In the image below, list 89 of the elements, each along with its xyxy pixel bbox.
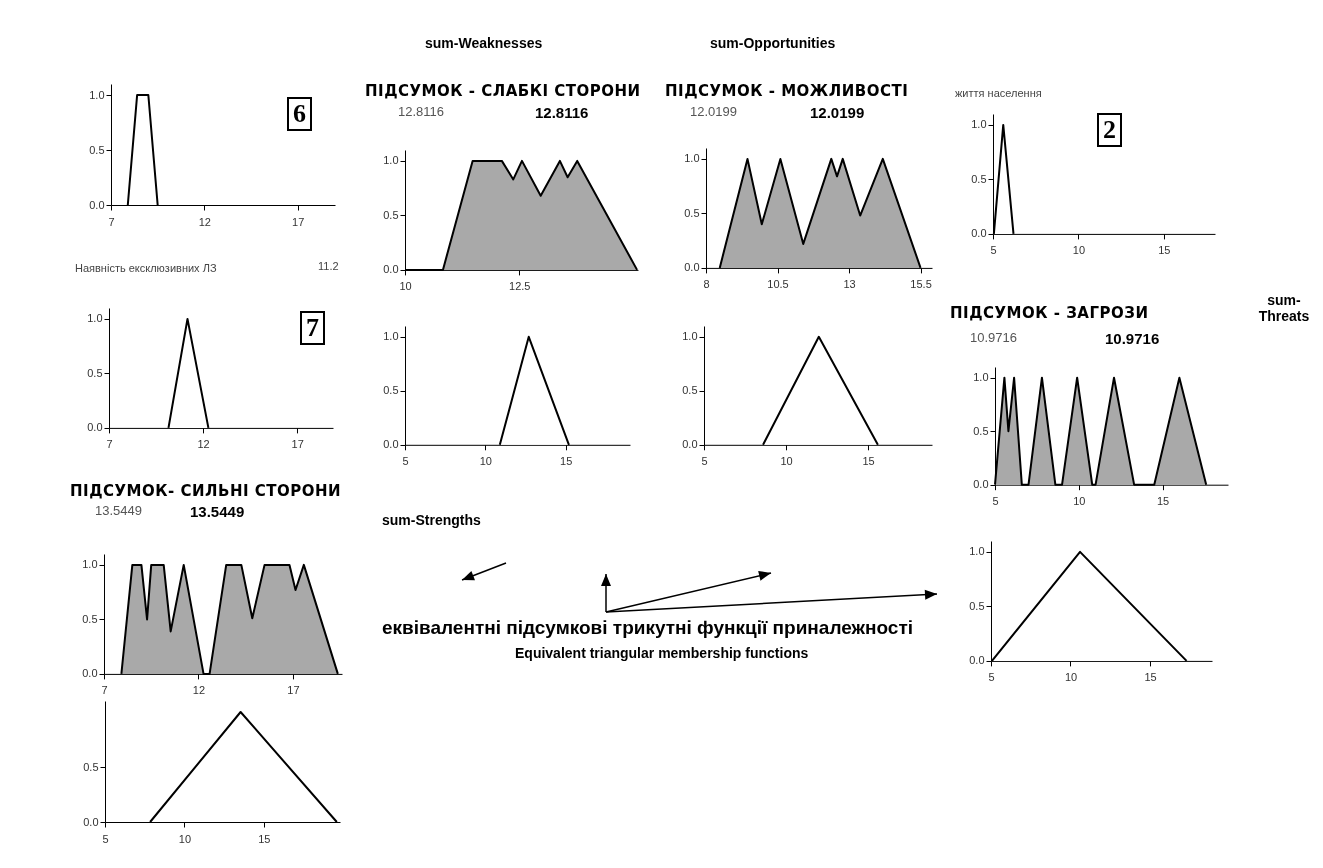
y-tick-label: 1.0 <box>383 154 399 167</box>
annotation: 6 <box>287 97 312 131</box>
y-tick-label: 0.0 <box>83 815 99 828</box>
x-tick-label: 10 <box>178 832 192 845</box>
x-tick-label: 10 <box>780 455 793 468</box>
y-tick-label: 0.5 <box>83 760 99 773</box>
text: sum-Weaknesses <box>425 35 543 51</box>
text: 11.2 <box>318 260 339 272</box>
y-tick-label: 0.0 <box>969 654 985 667</box>
x-tick-label: 17 <box>291 438 304 451</box>
y-tick-label: 1.0 <box>383 330 399 343</box>
x-tick-label: 12.5 <box>509 280 531 293</box>
x-tick-label: 12 <box>198 215 211 228</box>
x-tick-label: 12 <box>197 438 210 451</box>
y-tick-label: 0.0 <box>684 261 700 274</box>
chart-title: ПІДСУМОК - МОЖЛИВОСТІ <box>665 82 909 100</box>
y-tick-label: 0.0 <box>82 667 98 680</box>
x-tick-label: 5 <box>102 832 109 845</box>
y-tick-label: 0.5 <box>969 599 985 612</box>
x-tick-label: 8 <box>703 278 710 291</box>
x-tick-label: 17 <box>292 215 305 228</box>
y-tick-label: 0.0 <box>973 478 989 491</box>
x-tick-label: 7 <box>108 215 115 228</box>
y-tick-label: 1.0 <box>87 312 103 325</box>
y-tick-label: 1.0 <box>969 545 985 558</box>
y-tick-label: 0.0 <box>87 421 103 434</box>
x-tick-label: 10 <box>1064 671 1078 684</box>
x-tick-label: 10 <box>1072 244 1085 257</box>
y-tick-label: 0.0 <box>89 198 105 211</box>
y-tick-label: 0.0 <box>383 438 399 451</box>
x-tick-label: 15 <box>1157 495 1170 508</box>
x-tick-label: 5 <box>701 455 708 468</box>
y-tick-label: 0.5 <box>82 612 98 625</box>
y-tick-label: 0.0 <box>682 438 698 451</box>
y-tick-label: 0.5 <box>87 366 103 379</box>
y-tick-label: 0.5 <box>682 384 698 397</box>
text: 12.8116 <box>535 104 589 121</box>
y-tick-label: 0.5 <box>383 384 399 397</box>
x-tick-label: 15.5 <box>910 278 932 291</box>
x-tick-label: 7 <box>106 438 113 451</box>
x-tick-label: 13 <box>843 278 856 291</box>
x-tick-label: 15 <box>1158 244 1171 257</box>
text: еквівалентні підсумкові трикутні функції приналежності <box>382 617 913 639</box>
chart-title: Наявність ексклюзивних ЛЗ <box>75 262 217 274</box>
text: 13.5449 <box>190 503 245 520</box>
text: 10.9716 <box>1105 330 1160 347</box>
x-tick-label: 12 <box>192 684 206 697</box>
annotation: 7 <box>300 311 325 345</box>
text: 12.8116 <box>398 104 445 119</box>
x-tick-label: 15 <box>1144 671 1157 684</box>
x-tick-label: 10 <box>1073 495 1086 508</box>
x-tick-label: 10 <box>399 280 412 293</box>
y-tick-label: 0.0 <box>383 263 399 276</box>
chart-title: ПІДСУМОК - СЛАБКІ СТОРОНИ <box>365 82 641 100</box>
text: sum-Opportunities <box>710 35 836 51</box>
text: 13.5449 <box>95 503 142 518</box>
y-tick-label: 0.5 <box>383 208 399 221</box>
x-tick-label: 7 <box>101 684 108 697</box>
x-tick-label: 15 <box>258 832 271 845</box>
x-tick-label: 5 <box>990 244 997 257</box>
y-tick-label: 1.0 <box>82 558 98 571</box>
x-tick-label: 15 <box>862 455 875 468</box>
text: 12.0199 <box>690 104 737 119</box>
chart-title: ПІДСУМОК- СИЛЬНІ СТОРОНИ <box>70 482 342 500</box>
y-tick-label: 1.0 <box>684 152 700 165</box>
chart-title: життя населення <box>955 87 1042 99</box>
chart-title: ПІДСУМОК - ЗАГРОЗИ <box>950 304 1149 322</box>
y-tick-label: 1.0 <box>973 371 989 384</box>
x-tick-label: 5 <box>992 495 999 508</box>
y-tick-label: 0.5 <box>89 143 105 156</box>
x-tick-label: 5 <box>988 671 995 684</box>
y-tick-label: 0.0 <box>971 227 987 240</box>
text: Equivalent triangular membership functions <box>515 645 809 661</box>
x-tick-label: 17 <box>287 684 300 697</box>
annotation: 2 <box>1097 113 1122 147</box>
x-tick-label: 5 <box>402 455 409 468</box>
x-tick-label: 15 <box>560 455 573 468</box>
y-tick-label: 1.0 <box>971 118 987 131</box>
y-tick-label: 0.5 <box>971 172 987 185</box>
y-tick-label: 1.0 <box>89 88 105 101</box>
text: 10.9716 <box>970 330 1017 345</box>
text: sum-Strengths <box>382 512 481 528</box>
y-tick-label: 1.0 <box>682 330 698 343</box>
y-tick-label: 0.5 <box>973 424 989 437</box>
text: 12.0199 <box>810 104 865 121</box>
x-tick-label: 10.5 <box>767 278 789 291</box>
x-tick-label: 10 <box>479 455 492 468</box>
text: sum-Threats <box>1258 292 1310 324</box>
y-tick-label: 0.5 <box>684 206 700 219</box>
